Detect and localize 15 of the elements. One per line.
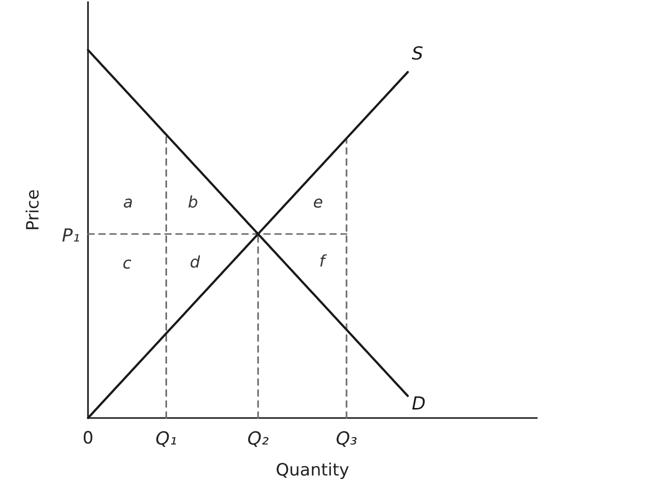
annotation: a (123, 192, 133, 212)
y-axis-title: Price (24, 189, 44, 231)
x-tick-label: Q₁ (156, 428, 177, 450)
x-axis-title: Quantity (276, 460, 350, 480)
annotation: c (122, 254, 132, 272)
annotation: f (319, 252, 328, 270)
annotation: d (190, 252, 201, 272)
text: P₁ (62, 226, 80, 246)
x-tick-label: Q₃ (336, 428, 358, 450)
x-tick-label: 0 (82, 428, 94, 448)
annotation: e (313, 192, 324, 212)
series-label: S (412, 44, 424, 65)
annotation: b (188, 192, 198, 212)
series-label: D (412, 393, 426, 414)
x-tick-label: Q₂ (247, 428, 269, 450)
